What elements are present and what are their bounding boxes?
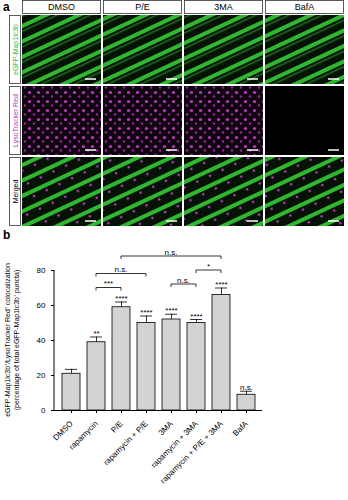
- svg-text:3MA: 3MA: [157, 419, 175, 437]
- svg-text:****: ****: [165, 306, 177, 315]
- svg-text:****: ****: [140, 308, 152, 317]
- svg-text:n.s.: n.s.: [177, 276, 190, 285]
- svg-text:80: 80: [37, 266, 46, 275]
- svg-text:3MA: 3MA: [214, 2, 233, 12]
- html-text:b: b: [3, 228, 11, 242]
- svg-text:****: ****: [215, 280, 227, 289]
- svg-text:DMSO: DMSO: [48, 2, 75, 12]
- svg-text:****: ****: [115, 294, 127, 303]
- svg-text:a: a: [3, 0, 10, 14]
- svg-text:n.s.: n.s.: [115, 265, 128, 274]
- svg-text:rapamycin + P/E: rapamycin + P/E: [102, 419, 150, 467]
- svg-text:n.s.: n.s.: [240, 383, 253, 392]
- svg-text:0: 0: [41, 406, 46, 415]
- svg-text:40: 40: [37, 336, 46, 345]
- svg-text:eGFP-Map1lc3b⁺/LysoTracker Red: eGFP-Map1lc3b⁺/LysoTracker Red⁺ colocali…: [4, 263, 12, 417]
- svg-text:(percentage of total eGFP-Map1: (percentage of total eGFP-Map1lc3b⁺ punc…: [13, 270, 21, 411]
- svg-text:LysoTracker Red: LysoTracker Red: [12, 94, 20, 147]
- svg-text:****: ****: [190, 312, 202, 321]
- svg-text:P/E: P/E: [109, 419, 124, 434]
- svg-text:n.s.: n.s.: [165, 248, 178, 257]
- svg-text:20: 20: [37, 371, 46, 380]
- svg-text:DMSO: DMSO: [51, 419, 74, 442]
- svg-text:**: **: [93, 329, 99, 338]
- svg-text:eGFP-Map1lc3b: eGFP-Map1lc3b: [12, 24, 20, 75]
- svg-text:rapamycin: rapamycin: [67, 419, 99, 451]
- svg-text:rapamycin + 3MA: rapamycin + 3MA: [149, 419, 200, 470]
- svg-text:*: *: [207, 262, 210, 271]
- svg-text:BafA: BafA: [295, 2, 315, 12]
- svg-text:rapamycin + P/E + 3MA: rapamycin + P/E + 3MA: [159, 419, 226, 486]
- svg-text:BafA: BafA: [231, 419, 250, 438]
- svg-text:P/E: P/E: [135, 2, 150, 12]
- svg-text:***: ***: [104, 279, 113, 288]
- svg-text:Merged: Merged: [12, 180, 20, 204]
- svg-text:60: 60: [37, 301, 46, 310]
